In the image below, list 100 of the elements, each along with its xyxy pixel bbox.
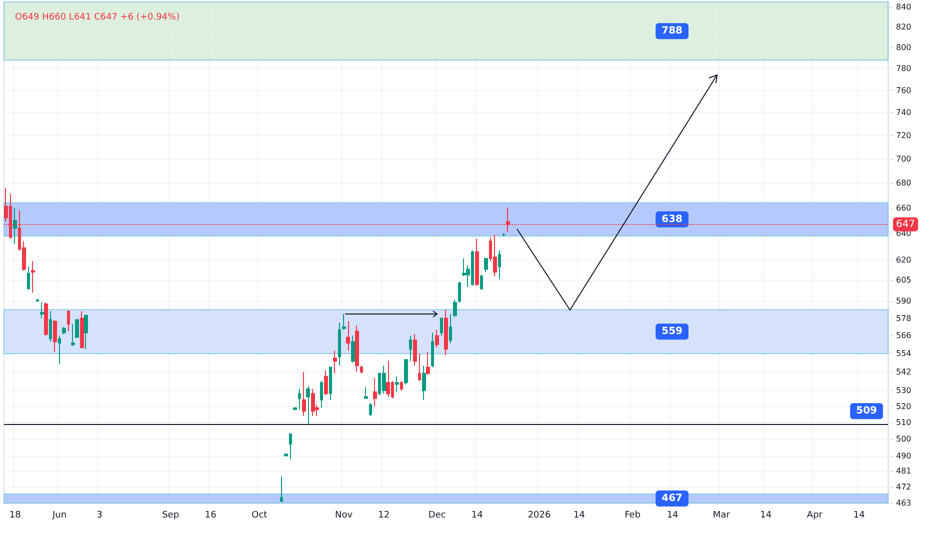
x-tick-label: 18 bbox=[9, 510, 22, 520]
candlestick bbox=[440, 318, 443, 336]
candlestick bbox=[498, 250, 501, 280]
candlestick bbox=[342, 313, 346, 330]
candlestick bbox=[475, 238, 479, 286]
candlestick bbox=[311, 388, 315, 416]
candlestick bbox=[386, 360, 390, 398]
candlestick bbox=[306, 385, 310, 425]
x-tick-label: 16 bbox=[204, 510, 217, 520]
x-tick-label: Sep bbox=[162, 510, 180, 520]
y-tick-label: 760 bbox=[896, 86, 912, 95]
candlestick bbox=[49, 310, 52, 342]
candlestick bbox=[338, 322, 341, 366]
candlestick bbox=[369, 402, 372, 416]
ref-line-label: 509 bbox=[856, 406, 878, 417]
candlestick bbox=[373, 377, 377, 407]
text: O649 H660 L641 C647 +6 (+0.94%) bbox=[15, 12, 180, 22]
candlestick bbox=[484, 258, 488, 273]
y-tick-label: 740 bbox=[896, 108, 912, 117]
y-tick-label: 542 bbox=[896, 367, 912, 376]
candlestick bbox=[320, 380, 323, 408]
x-tick-label: 3 bbox=[96, 510, 102, 520]
band-label: 788 bbox=[662, 26, 683, 37]
ref-line-label: 647 bbox=[896, 218, 916, 230]
candlestick bbox=[71, 324, 75, 347]
y-tick-label: 620 bbox=[896, 255, 912, 264]
candlestick bbox=[289, 433, 292, 460]
x-tick-label: Nov bbox=[335, 510, 354, 520]
candlestick bbox=[44, 302, 48, 336]
candlestick bbox=[351, 335, 355, 364]
y-tick-label: 463 bbox=[896, 498, 912, 508]
x-tick-label: 14 bbox=[574, 510, 586, 520]
x-tick-label: Mar bbox=[712, 510, 730, 520]
y-tick-label: 605 bbox=[896, 276, 912, 285]
candlestick bbox=[324, 370, 328, 396]
y-tick-label: 800 bbox=[896, 43, 912, 52]
candlestick bbox=[364, 386, 368, 399]
y-tick-label: 520 bbox=[896, 402, 912, 411]
candlestick bbox=[75, 319, 79, 338]
y-tick-label: 472 bbox=[896, 482, 912, 492]
candlestick bbox=[333, 350, 337, 374]
candlestick bbox=[280, 476, 283, 502]
candlestick bbox=[360, 365, 363, 374]
candlestick bbox=[395, 376, 399, 393]
y-tick-label: 530 bbox=[896, 386, 912, 395]
x-tick-label: Oct bbox=[252, 510, 268, 520]
candlestick bbox=[431, 332, 434, 368]
x-tick-label: 2026 bbox=[528, 510, 552, 520]
y-tick-label: 720 bbox=[896, 130, 912, 140]
candlestick bbox=[382, 365, 386, 394]
x-tick-label: 14 bbox=[471, 510, 484, 520]
candlestick bbox=[453, 299, 457, 318]
candlestick bbox=[426, 352, 430, 376]
y-tick-label: 680 bbox=[896, 178, 912, 188]
y-tick-label: 578 bbox=[896, 314, 912, 323]
candlestick bbox=[444, 309, 448, 356]
y-tick-label: 700 bbox=[896, 154, 912, 164]
x-tick-label: 14 bbox=[666, 510, 679, 520]
x-tick-label: Apr bbox=[806, 510, 823, 520]
y-tick-label: 490 bbox=[896, 451, 912, 460]
candlestick bbox=[13, 207, 17, 244]
candlestick bbox=[84, 314, 88, 350]
band-label: 467 bbox=[662, 493, 683, 504]
candlestick bbox=[302, 371, 306, 416]
candlestick bbox=[62, 326, 66, 335]
candlestick bbox=[404, 359, 408, 385]
candlestick bbox=[284, 454, 288, 456]
y-tick-label: 660 bbox=[896, 203, 912, 212]
candlestick bbox=[449, 313, 452, 344]
candlestick bbox=[413, 334, 417, 366]
band-label: 559 bbox=[662, 326, 683, 338]
candlestick bbox=[67, 310, 70, 332]
candlestick bbox=[27, 266, 30, 290]
candlestick bbox=[355, 324, 359, 372]
candlestick bbox=[418, 353, 421, 382]
y-tick-label: 566 bbox=[896, 331, 912, 340]
candlestick bbox=[80, 310, 84, 348]
candlestick bbox=[329, 366, 332, 400]
y-tick-label: 820 bbox=[896, 22, 912, 32]
candlestick bbox=[346, 320, 350, 352]
candlestick bbox=[58, 335, 61, 365]
y-tick-label: 590 bbox=[896, 296, 912, 306]
x-tick-label: Feb bbox=[624, 510, 641, 520]
x-tick-label: 14 bbox=[760, 510, 772, 520]
x-tick-label: Dec bbox=[428, 510, 446, 520]
candlestick bbox=[40, 302, 44, 319]
candlestick bbox=[298, 388, 301, 410]
candlestick bbox=[409, 335, 412, 362]
x-tick-label: Jun bbox=[51, 510, 67, 520]
candlestick bbox=[422, 365, 426, 400]
y-tick-label: 500 bbox=[896, 434, 912, 444]
candlestick bbox=[36, 299, 39, 302]
candlestick bbox=[400, 380, 403, 391]
y-tick-label: 481 bbox=[896, 466, 912, 476]
band-label: 638 bbox=[662, 214, 683, 225]
x-tick-label: 14 bbox=[853, 510, 866, 520]
candlestick bbox=[53, 320, 57, 353]
candlestick bbox=[293, 407, 297, 410]
candlestick bbox=[435, 329, 439, 348]
candlestick bbox=[458, 281, 461, 304]
